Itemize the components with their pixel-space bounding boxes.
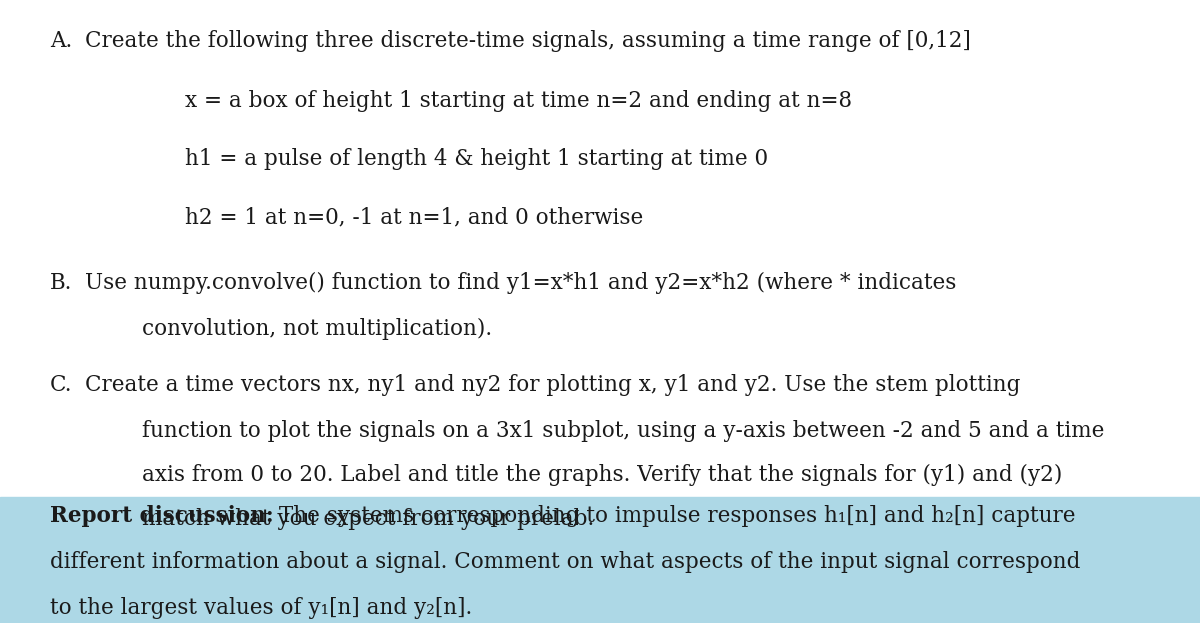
Text: different information about a signal. Comment on what aspects of the input signa: different information about a signal. Co… <box>50 551 1080 573</box>
Text: function to plot the signals on a 3x1 subplot, using a y-axis between -2 and 5 a: function to plot the signals on a 3x1 su… <box>142 420 1104 442</box>
Text: Create a time vectors nx, ny1 and ny2 for plotting x, y1 and y2. Use the stem pl: Create a time vectors nx, ny1 and ny2 fo… <box>85 374 1020 396</box>
Text: h2 = 1 at n=0, -1 at n=1, and 0 otherwise: h2 = 1 at n=0, -1 at n=1, and 0 otherwis… <box>185 206 643 228</box>
Text: Create the following three discrete-time signals, assuming a time range of [0,12: Create the following three discrete-time… <box>85 30 971 52</box>
Text: A.: A. <box>50 30 72 52</box>
FancyBboxPatch shape <box>0 497 1200 623</box>
Text: Use numpy.convolve() function to find y1=x*h1 and y2=x*h2 (where * indicates: Use numpy.convolve() function to find y1… <box>85 272 956 294</box>
Text: axis from 0 to 20. Label and title the graphs. Verify that the signals for (y1) : axis from 0 to 20. Label and title the g… <box>142 464 1062 486</box>
Text: convolution, not multiplication).: convolution, not multiplication). <box>142 318 492 340</box>
Text: Report discussion:: Report discussion: <box>50 505 274 527</box>
Text: B.: B. <box>50 272 72 294</box>
Text: The systems corresponding to impulse responses h₁[n] and h₂[n] capture: The systems corresponding to impulse res… <box>272 505 1075 527</box>
Text: x = a box of height 1 starting at time n=2 and ending at n=8: x = a box of height 1 starting at time n… <box>185 90 852 112</box>
Text: to the largest values of y₁[n] and y₂[n].: to the largest values of y₁[n] and y₂[n]… <box>50 597 473 619</box>
Text: C.: C. <box>50 374 72 396</box>
Text: match what you expect from your prelab.: match what you expect from your prelab. <box>142 508 594 530</box>
Text: h1 = a pulse of length 4 & height 1 starting at time 0: h1 = a pulse of length 4 & height 1 star… <box>185 148 768 170</box>
